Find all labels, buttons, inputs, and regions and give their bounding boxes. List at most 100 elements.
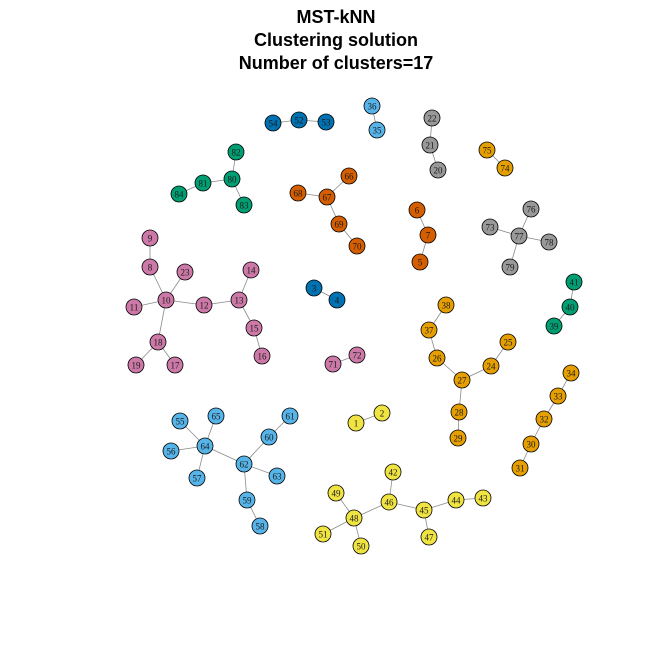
node-circle — [420, 321, 438, 339]
node-label: 50 — [357, 542, 367, 552]
node-73: 73 — [481, 218, 499, 236]
node-label: 14 — [247, 266, 257, 276]
node-circle — [260, 428, 278, 446]
node-circle — [166, 356, 184, 374]
node-label: 78 — [545, 238, 555, 248]
node-label: 7 — [426, 231, 431, 241]
node-circle — [242, 261, 260, 279]
node-circle — [324, 355, 342, 373]
title-line-3: Number of clusters=17 — [238, 53, 434, 73]
node-8: 8 — [141, 258, 159, 276]
node-label: 69 — [335, 220, 345, 230]
node-15: 15 — [245, 319, 263, 337]
node-circle — [562, 364, 580, 382]
node-circle — [449, 429, 467, 447]
node-label: 63 — [273, 472, 283, 482]
node-59: 59 — [238, 491, 256, 509]
node-label: 45 — [420, 506, 430, 516]
node-32: 32 — [535, 410, 553, 428]
node-label: 5 — [418, 258, 423, 268]
node-18: 18 — [149, 333, 167, 351]
node-label: 82 — [232, 148, 241, 158]
title-line-1: MST-kNN — [296, 7, 376, 27]
node-circle — [447, 491, 465, 509]
node-circle — [545, 317, 563, 335]
node-6: 6 — [408, 201, 426, 219]
node-label: 67 — [323, 193, 333, 203]
node-circle — [268, 467, 286, 485]
node-4: 4 — [328, 291, 346, 309]
node-circle — [437, 296, 455, 314]
node-37: 37 — [420, 321, 438, 339]
node-29: 29 — [449, 429, 467, 447]
node-label: 4 — [335, 296, 340, 306]
node-9: 9 — [141, 229, 159, 247]
node-67: 67 — [318, 188, 336, 206]
node-circle — [384, 463, 402, 481]
node-label: 25 — [504, 338, 514, 348]
node-circle — [474, 489, 492, 507]
node-label: 55 — [176, 417, 186, 427]
node-circle — [141, 229, 159, 247]
node-label: 62 — [240, 460, 249, 470]
node-circle — [522, 435, 540, 453]
node-circle — [317, 113, 335, 131]
node-circle — [540, 233, 558, 251]
node-circle — [251, 517, 269, 535]
node-23: 23 — [176, 263, 194, 281]
node-label: 77 — [515, 232, 525, 242]
node-39: 39 — [545, 317, 563, 335]
node-circle — [415, 501, 433, 519]
node-circle — [380, 493, 398, 511]
node-circle — [481, 218, 499, 236]
node-circle — [289, 184, 307, 202]
node-82: 82 — [227, 143, 245, 161]
node-circle — [363, 97, 381, 115]
node-19: 19 — [127, 356, 145, 374]
node-45: 45 — [415, 501, 433, 519]
node-47: 47 — [420, 528, 438, 546]
node-label: 19 — [132, 361, 142, 371]
node-circle — [171, 412, 189, 430]
node-circle — [423, 109, 441, 127]
node-circle — [188, 469, 206, 487]
node-75: 75 — [478, 141, 496, 159]
node-label: 41 — [570, 278, 579, 288]
node-label: 68 — [294, 189, 304, 199]
node-label: 8 — [148, 263, 153, 273]
node-label: 66 — [345, 172, 355, 182]
node-circle — [352, 537, 370, 555]
node-69: 69 — [330, 215, 348, 233]
node-7: 7 — [419, 226, 437, 244]
node-13: 13 — [230, 291, 248, 309]
node-label: 64 — [201, 442, 211, 452]
node-label: 21 — [426, 141, 435, 151]
node-68: 68 — [289, 184, 307, 202]
node-circle — [305, 279, 323, 297]
node-circle — [429, 161, 447, 179]
node-circle — [522, 200, 540, 218]
node-42: 42 — [384, 463, 402, 481]
node-11: 11 — [125, 298, 143, 316]
node-44: 44 — [447, 491, 465, 509]
node-83: 83 — [235, 196, 253, 214]
node-label: 59 — [243, 496, 253, 506]
node-62: 62 — [235, 455, 253, 473]
node-circle — [348, 237, 366, 255]
node-label: 35 — [373, 126, 383, 136]
node-label: 20 — [434, 166, 444, 176]
node-30: 30 — [522, 435, 540, 453]
node-label: 44 — [452, 496, 462, 506]
node-circle — [511, 459, 529, 477]
node-label: 34 — [567, 369, 577, 379]
node-circle — [125, 298, 143, 316]
node-3: 3 — [305, 279, 323, 297]
node-circle — [419, 226, 437, 244]
node-33: 33 — [549, 387, 567, 405]
node-label: 23 — [181, 268, 191, 278]
node-circle — [535, 410, 553, 428]
node-circle — [141, 258, 159, 276]
node-label: 74 — [501, 164, 511, 174]
node-circle — [330, 215, 348, 233]
